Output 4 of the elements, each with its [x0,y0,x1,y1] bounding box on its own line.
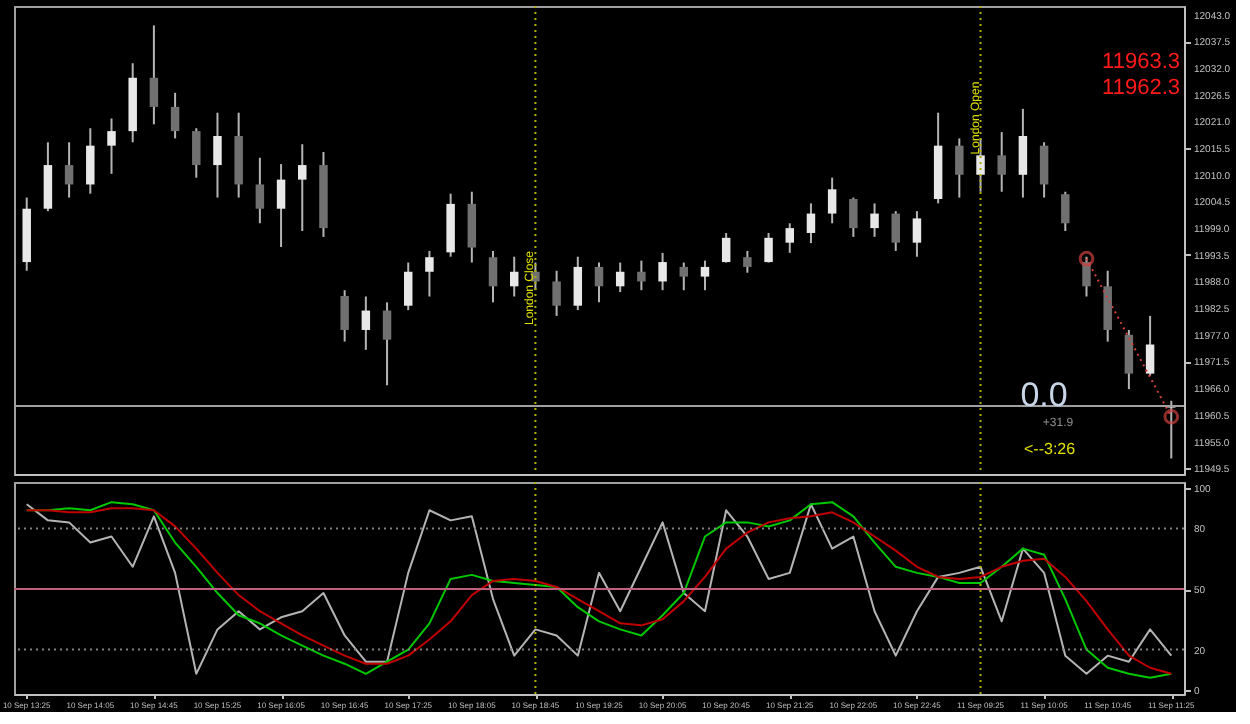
annotation: 11962.3 [1102,76,1180,100]
annotation: 0.0 [1020,376,1068,414]
annotation: <--3:26 [1024,440,1077,458]
annotation: 11963.3 [1102,50,1180,74]
